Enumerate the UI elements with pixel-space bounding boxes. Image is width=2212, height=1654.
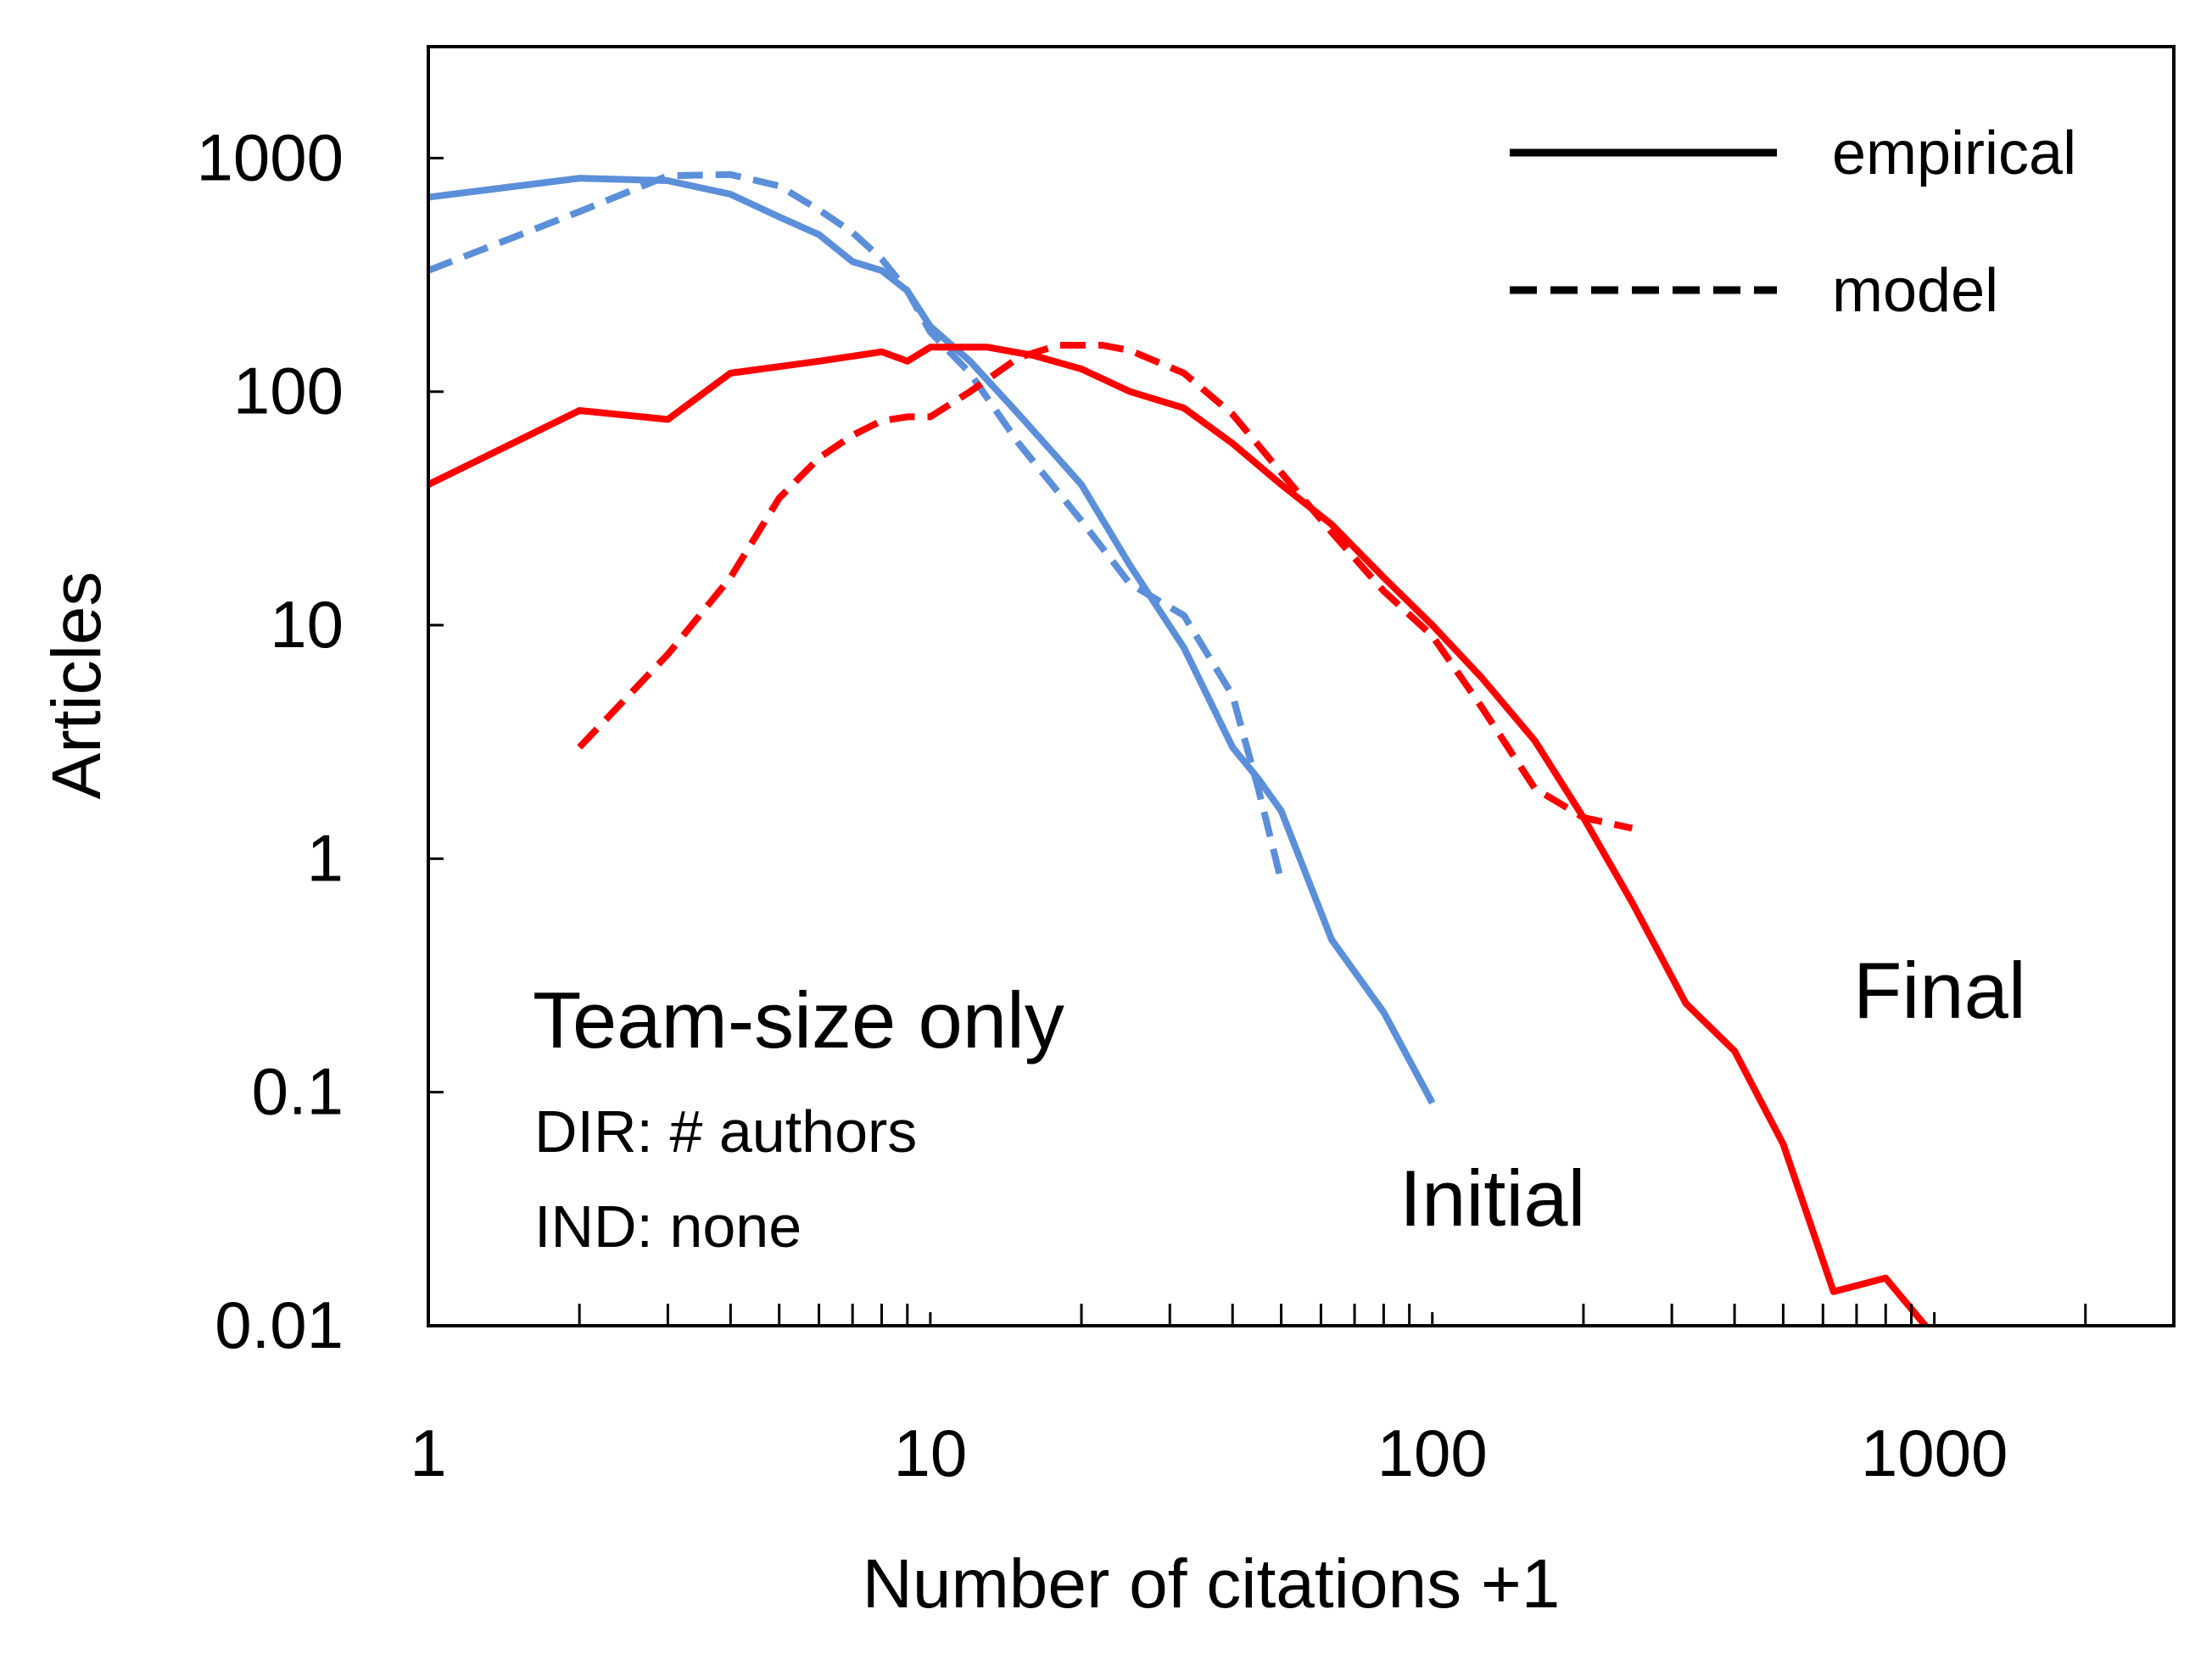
ticks-layer bbox=[427, 156, 2176, 1327]
x-tick-label: 1000 bbox=[1861, 1416, 2008, 1490]
legend-label-empirical: empirical bbox=[1832, 120, 2076, 187]
initial-label: Initial bbox=[1399, 1154, 1585, 1243]
x-tick-label: 100 bbox=[1377, 1416, 1488, 1490]
legend: empirical model bbox=[1510, 120, 2076, 325]
series-line-final-model bbox=[577, 342, 1634, 832]
y-tick-label: 0.01 bbox=[215, 1288, 344, 1362]
y-axis-title: Articles bbox=[38, 572, 115, 800]
dir-text: DIR: # authors bbox=[534, 1098, 917, 1165]
y-tick-label: 100 bbox=[233, 354, 344, 428]
y-tick-label: 0.1 bbox=[252, 1054, 344, 1129]
x-tick-label: 10 bbox=[893, 1416, 967, 1490]
ind-text: IND: none bbox=[534, 1193, 802, 1260]
final-label: Final bbox=[1853, 946, 2026, 1035]
plot-frame bbox=[427, 45, 2176, 1327]
x-tick-labels: 1 10 100 1000 bbox=[410, 1416, 2008, 1490]
legend-label-model: model bbox=[1832, 257, 1998, 325]
y-tick-labels: 0.01 0.1 1 10 100 1000 bbox=[196, 120, 344, 1362]
panel-title: Team-size only bbox=[533, 975, 1064, 1064]
y-tick-label: 1 bbox=[307, 820, 344, 895]
series-line-final-empirical bbox=[428, 344, 1930, 1326]
y-tick-label: 1000 bbox=[196, 120, 344, 194]
series-line-initial-empirical bbox=[428, 175, 1436, 1105]
series-line-initial-model bbox=[428, 170, 1285, 882]
series-layer bbox=[428, 170, 1930, 1326]
x-axis-title: Number of citations +1 bbox=[863, 1545, 1561, 1623]
x-tick-label: 1 bbox=[410, 1416, 446, 1490]
y-tick-label: 10 bbox=[270, 587, 344, 662]
